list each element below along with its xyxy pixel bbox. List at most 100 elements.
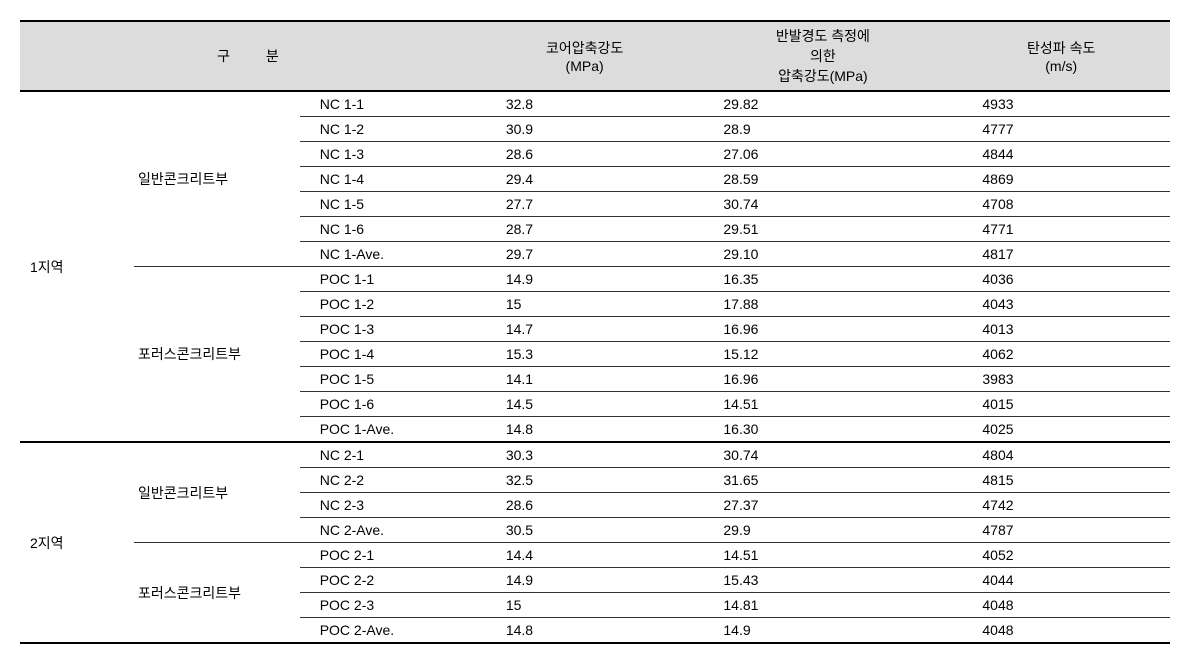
core-strength-cell: 29.4 [476,167,694,192]
core-strength-cell: 14.1 [476,367,694,392]
core-strength-cell: 14.9 [476,568,694,593]
elastic-wave-cell: 4708 [952,192,1170,217]
elastic-wave-cell: 4869 [952,167,1170,192]
header-col-elastic-wave: 탄성파 속도 (m/s) [952,21,1170,91]
elastic-wave-cell: 4742 [952,493,1170,518]
core-strength-cell: 14.4 [476,543,694,568]
elastic-wave-cell: 4787 [952,518,1170,543]
core-strength-cell: 14.8 [476,417,694,443]
core-strength-cell: 14.5 [476,392,694,417]
header-col-core-strength: 코어압축강도 (MPa) [476,21,694,91]
elastic-wave-cell: 4052 [952,543,1170,568]
core-strength-cell: 15.3 [476,342,694,367]
rebound-strength-cell: 28.9 [693,117,952,142]
region-cell: 2지역 [20,442,134,643]
header-group-label-text: 구 분 [217,48,295,64]
table-row: 2지역일반콘크리트부NC 2-130.330.744804 [20,442,1170,468]
rebound-strength-cell: 16.35 [693,267,952,292]
rebound-strength-cell: 14.51 [693,392,952,417]
strength-measurement-table: 구 분 코어압축강도 (MPa) 반발경도 측정에 의한 압축강도(MPa) 탄… [20,20,1170,644]
header-col1-line1: 코어압축강도 [546,40,623,56]
elastic-wave-cell: 4015 [952,392,1170,417]
elastic-wave-cell: 4815 [952,468,1170,493]
elastic-wave-cell: 4048 [952,618,1170,644]
rebound-strength-cell: 27.37 [693,493,952,518]
sample-id-cell: NC 1-Ave. [300,242,476,267]
rebound-strength-cell: 15.43 [693,568,952,593]
rebound-strength-cell: 15.12 [693,342,952,367]
elastic-wave-cell: 4062 [952,342,1170,367]
sample-id-cell: POC 1-1 [300,267,476,292]
core-strength-cell: 28.6 [476,493,694,518]
elastic-wave-cell: 4844 [952,142,1170,167]
core-strength-cell: 14.7 [476,317,694,342]
core-strength-cell: 27.7 [476,192,694,217]
sample-id-cell: POC 2-2 [300,568,476,593]
elastic-wave-cell: 4804 [952,442,1170,468]
section-cell: 포러스콘크리트부 [134,543,300,644]
core-strength-cell: 32.5 [476,468,694,493]
section-cell: 일반콘크리트부 [134,91,300,267]
sample-id-cell: POC 1-2 [300,292,476,317]
rebound-strength-cell: 31.65 [693,468,952,493]
rebound-strength-cell: 16.30 [693,417,952,443]
rebound-strength-cell: 16.96 [693,317,952,342]
section-cell: 포러스콘크리트부 [134,267,300,443]
rebound-strength-cell: 29.51 [693,217,952,242]
header-col-rebound-strength: 반발경도 측정에 의한 압축강도(MPa) [693,21,952,91]
sample-id-cell: NC 2-2 [300,468,476,493]
elastic-wave-cell: 4043 [952,292,1170,317]
rebound-strength-cell: 29.82 [693,91,952,117]
core-strength-cell: 14.9 [476,267,694,292]
rebound-strength-cell: 28.59 [693,167,952,192]
core-strength-cell: 30.9 [476,117,694,142]
core-strength-cell: 15 [476,292,694,317]
sample-id-cell: POC 1-6 [300,392,476,417]
rebound-strength-cell: 29.10 [693,242,952,267]
elastic-wave-cell: 4036 [952,267,1170,292]
table-row: 포러스콘크리트부POC 2-114.414.514052 [20,543,1170,568]
rebound-strength-cell: 14.81 [693,593,952,618]
elastic-wave-cell: 4777 [952,117,1170,142]
sample-id-cell: NC 1-1 [300,91,476,117]
elastic-wave-cell: 4044 [952,568,1170,593]
core-strength-cell: 30.3 [476,442,694,468]
sample-id-cell: POC 2-Ave. [300,618,476,644]
rebound-strength-cell: 27.06 [693,142,952,167]
rebound-strength-cell: 29.9 [693,518,952,543]
sample-id-cell: POC 1-3 [300,317,476,342]
rebound-strength-cell: 14.9 [693,618,952,644]
sample-id-cell: NC 1-4 [300,167,476,192]
region-cell: 1지역 [20,91,134,442]
sample-id-cell: POC 1-Ave. [300,417,476,443]
elastic-wave-cell: 4013 [952,317,1170,342]
sample-id-cell: POC 2-1 [300,543,476,568]
core-strength-cell: 30.5 [476,518,694,543]
elastic-wave-cell: 4817 [952,242,1170,267]
rebound-strength-cell: 30.74 [693,192,952,217]
header-col1-line2: (MPa) [566,58,604,74]
sample-id-cell: NC 1-3 [300,142,476,167]
table-body: 1지역일반콘크리트부NC 1-132.829.824933NC 1-230.92… [20,91,1170,643]
sample-id-cell: POC 1-4 [300,342,476,367]
core-strength-cell: 29.7 [476,242,694,267]
table-row: 포러스콘크리트부POC 1-114.916.354036 [20,267,1170,292]
sample-id-cell: POC 1-5 [300,367,476,392]
sample-id-cell: NC 2-1 [300,442,476,468]
table-header: 구 분 코어압축강도 (MPa) 반발경도 측정에 의한 압축강도(MPa) 탄… [20,21,1170,91]
rebound-strength-cell: 16.96 [693,367,952,392]
rebound-strength-cell: 14.51 [693,543,952,568]
sample-id-cell: NC 2-3 [300,493,476,518]
elastic-wave-cell: 3983 [952,367,1170,392]
core-strength-cell: 14.8 [476,618,694,644]
rebound-strength-cell: 30.74 [693,442,952,468]
header-col3-line1: 탄성파 속도 [1027,40,1095,56]
elastic-wave-cell: 4025 [952,417,1170,443]
elastic-wave-cell: 4048 [952,593,1170,618]
header-col2-line2: 의한 [810,48,836,64]
rebound-strength-cell: 17.88 [693,292,952,317]
sample-id-cell: NC 1-2 [300,117,476,142]
header-group-label: 구 분 [20,21,476,91]
core-strength-cell: 28.7 [476,217,694,242]
section-cell: 일반콘크리트부 [134,442,300,543]
